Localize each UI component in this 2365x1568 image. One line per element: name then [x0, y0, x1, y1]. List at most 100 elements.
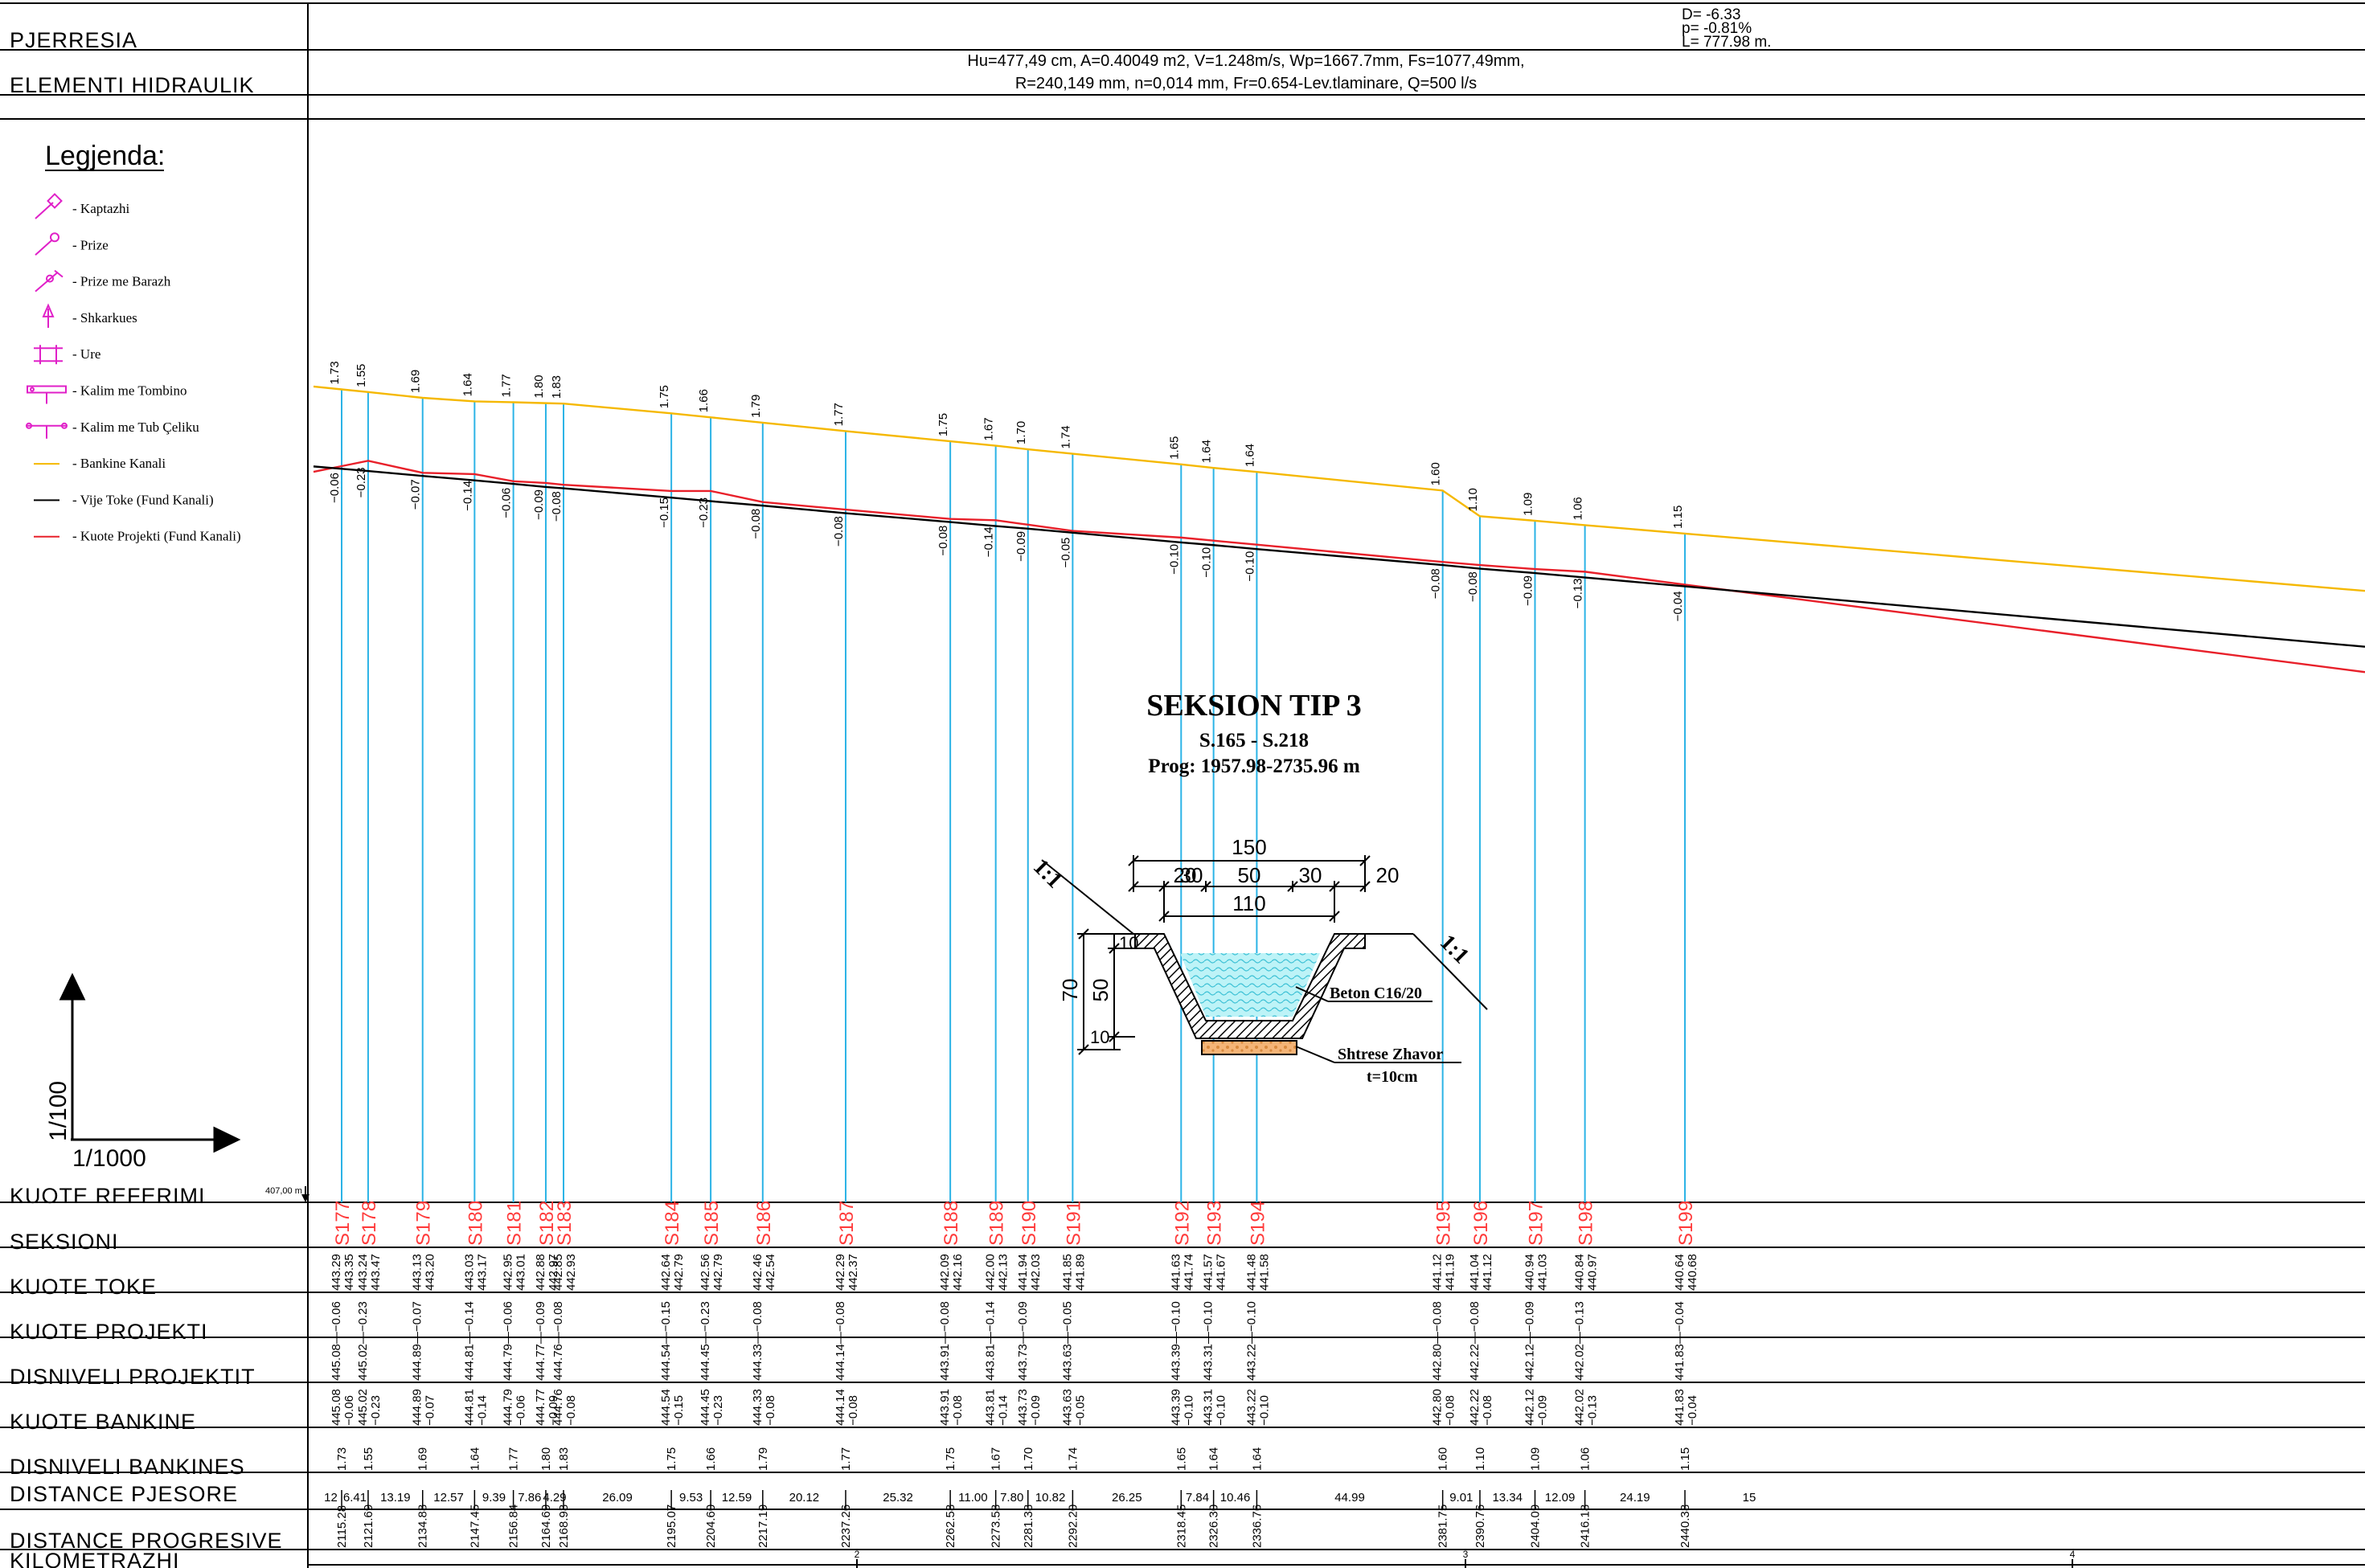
distance-progresive-value: 2147.45 — [468, 1505, 482, 1548]
distance-pjesore-value: 44.99 — [1334, 1491, 1365, 1505]
disniveli-projektit-value: 444.81—−0.14 — [462, 1301, 476, 1381]
kuote-bankine-value: 444.79 — [502, 1389, 515, 1426]
kuote-toke-value: 442.00 — [984, 1254, 998, 1291]
section-id: S194 — [1247, 1201, 1269, 1246]
disniveli-bankines-value: 1.15 — [1678, 1447, 1692, 1471]
section-title: SEKSION TIP 3 — [1146, 689, 1362, 723]
projekt-diff-label: −0.09 — [1014, 531, 1028, 562]
distance-pjesore-value: 12.59 — [722, 1491, 752, 1505]
concrete-channel — [1134, 933, 1366, 1039]
kalim-tombino-icon: - Kalim me Tombino — [27, 383, 187, 404]
legend-label: - Kaptazhi — [72, 201, 130, 216]
row-label-disniveli-bankines: DISNIVELI BANKINES — [10, 1455, 245, 1479]
kuote-projekti-value: 442.79 — [672, 1254, 686, 1291]
kuote-projekti-value: 441.19 — [1444, 1254, 1457, 1291]
section-id: S199 — [1675, 1201, 1697, 1246]
kilometrazhi-marks: 2 3 4 — [308, 1549, 2365, 1568]
distance-pjesore-value: 26.09 — [602, 1491, 633, 1505]
distance-pjesore-value: 7.84 — [1186, 1491, 1209, 1505]
section-id: S179 — [413, 1201, 435, 1246]
projekt-diff-label: −0.06 — [500, 488, 514, 518]
legend-label: - Shkarkues — [72, 310, 137, 325]
projekt-diff-label: −0.09 — [532, 489, 546, 520]
disniveli-value: −0.08 — [1444, 1395, 1457, 1426]
distance-pjesore-value: 10.46 — [1220, 1491, 1251, 1505]
distance-pjesore-value: 9.01 — [1449, 1491, 1473, 1505]
disniveli-bankines-value: 1.55 — [362, 1447, 375, 1471]
kuote-bankine-value: 442.22 — [1468, 1389, 1482, 1426]
row-label-kilometrazhi: KILOMETRAZHI — [10, 1549, 180, 1568]
distance-progresive-value: 2217.19 — [756, 1505, 770, 1548]
table-frame — [0, 1202, 2365, 1550]
kuote-toke-value: 442.88 — [534, 1254, 547, 1291]
bankine-height-label: 1.66 — [697, 389, 711, 412]
dim-top-part-3: 50 — [1238, 863, 1261, 887]
kuote-toke-value: 442.29 — [834, 1254, 847, 1291]
bankine-line-icon: - Bankine Kanali — [34, 456, 166, 471]
disniveli-value: −0.15 — [672, 1395, 686, 1426]
distance-progresive-value: 2134.88 — [416, 1505, 430, 1548]
kuote-projekti-value: 441.03 — [1535, 1254, 1549, 1291]
disniveli-projektit-value: 443.81—−0.14 — [984, 1301, 998, 1381]
kuote-bankine-value: 443.81 — [984, 1389, 998, 1426]
bankine-height-label: 1.60 — [1429, 462, 1443, 485]
projekt-diff-label: −0.08 — [1429, 568, 1443, 599]
disniveli-projektit-value: 445.08—−0.06 — [330, 1301, 343, 1381]
distance-pjesore-value: 9.53 — [679, 1491, 703, 1505]
distance-progresive-value: 2273.58 — [990, 1505, 1003, 1548]
kuote-bankine-value: 445.08 — [330, 1389, 343, 1426]
distance-pjesore-value: 4.29 — [543, 1491, 566, 1505]
label-zhavor: Shtrese Zhavor — [1338, 1046, 1443, 1063]
disniveli-projektit-value: 444.77—−0.09 — [534, 1301, 547, 1381]
projekt-diff-label: −0.06 — [328, 473, 342, 503]
dim-top-part-1: 20 — [1174, 863, 1197, 887]
disniveli-value: −0.08 — [564, 1395, 578, 1426]
kuote-toke-value: 442.64 — [659, 1254, 673, 1291]
distance-pjesore-trailing: 15 — [1743, 1491, 1756, 1505]
distance-pjesore-value: 10.82 — [1035, 1491, 1066, 1505]
bankine-height-label: 1.83 — [550, 375, 564, 399]
reference-arrow — [301, 1186, 309, 1202]
kuote-projekti-value: 441.67 — [1215, 1254, 1228, 1291]
row-label-pjerresia: PJERRESIA — [10, 28, 137, 52]
projekt-diff-label: −0.10 — [1200, 547, 1214, 578]
dim-height-bottom: 10 — [1090, 1027, 1109, 1047]
bankine-height-label: 1.77 — [500, 374, 514, 397]
kuote-bankine-value: 443.39 — [1169, 1389, 1182, 1426]
disniveli-value: −0.09 — [547, 1395, 560, 1426]
disniveli-value: −0.23 — [711, 1395, 725, 1426]
row-label-kuote-bankine: KUOTE BANKINE — [10, 1410, 196, 1434]
distance-progresive-value: 2262.58 — [944, 1505, 957, 1548]
distance-pjesore-value: 26.25 — [1112, 1491, 1142, 1505]
legend-label: - Kuote Projekti (Fund Kanali) — [72, 529, 241, 544]
kuote-projekti-value: 442.16 — [951, 1254, 965, 1291]
disniveli-projektit-value: 444.33—−0.08 — [751, 1301, 764, 1381]
kuote-bankine-value: 443.91 — [938, 1389, 952, 1426]
distance-progresive-value: 2326.30 — [1207, 1505, 1221, 1548]
kuote-projekti-value: 441.12 — [1481, 1254, 1494, 1291]
kuote-toke-value: 442.95 — [502, 1254, 515, 1291]
km-label: 3 — [1463, 1549, 1469, 1560]
projekt-diff-label: −0.07 — [409, 479, 423, 510]
disniveli-bankines-value: 1.75 — [944, 1447, 957, 1471]
kaptazhi-icon: - Kaptazhi — [35, 193, 130, 219]
kuote-projekti-value: 441.74 — [1182, 1254, 1195, 1291]
bankine-height-label: 1.55 — [355, 364, 368, 387]
distance-pjesore-value: 12.09 — [1545, 1491, 1576, 1505]
bankine-height-label: 1.80 — [532, 375, 546, 398]
disniveli-value: −0.06 — [342, 1395, 356, 1426]
kalim-tub-icon: - Kalim me Tub Çeliku — [26, 420, 199, 439]
section-id: S180 — [465, 1201, 486, 1246]
kuote-bankine-value: 444.33 — [751, 1389, 764, 1426]
projekt-diff-label: −0.14 — [982, 526, 996, 557]
disniveli-projektit-value: 444.89—−0.07 — [411, 1301, 424, 1381]
section-id: S187 — [836, 1201, 858, 1246]
legend-label: - Prize — [72, 237, 109, 252]
projekt-diff-label: −0.08 — [832, 516, 846, 547]
distance-progresive-value: 2156.84 — [507, 1505, 521, 1548]
kuote-projekti-value: 441.89 — [1073, 1254, 1087, 1291]
kuote-toke-value: 443.03 — [462, 1254, 476, 1291]
disniveli-value: −0.10 — [1257, 1395, 1271, 1426]
